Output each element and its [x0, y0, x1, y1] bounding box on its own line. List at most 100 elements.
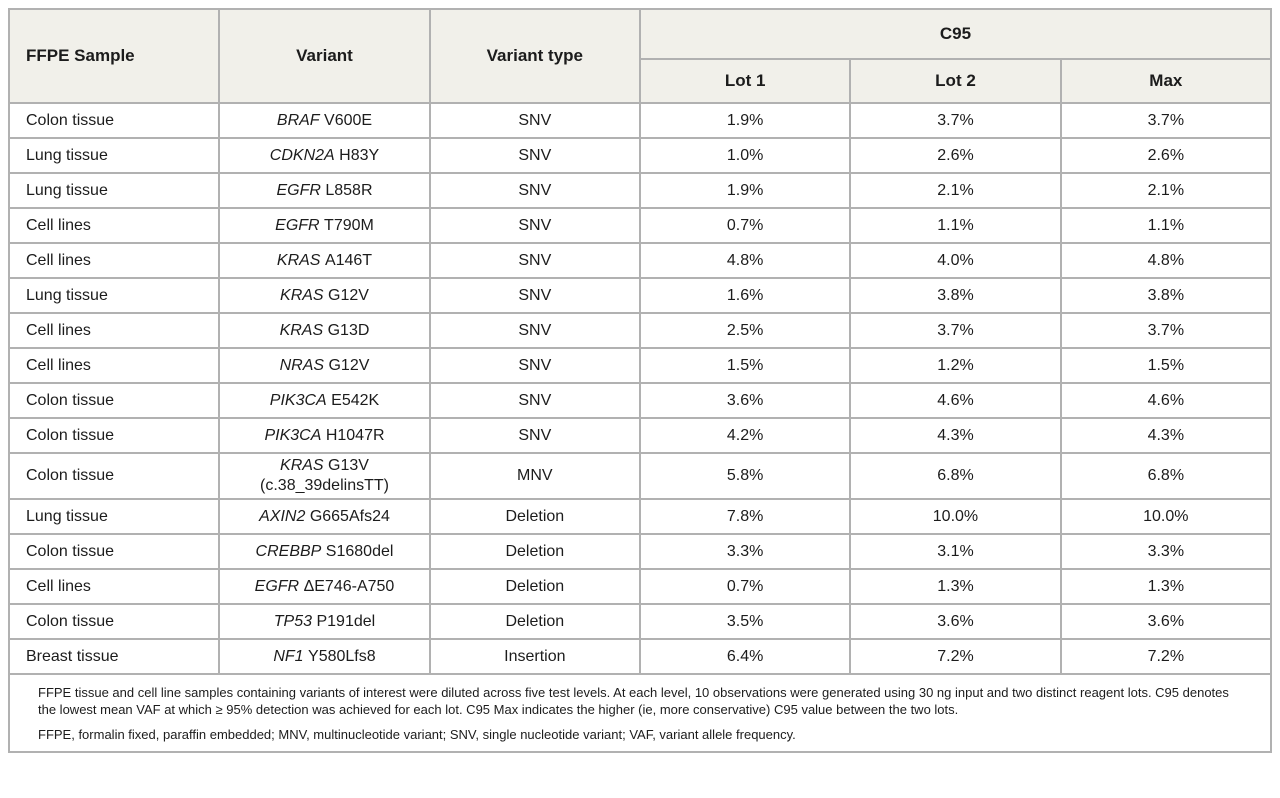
cell-variant: NRAS G12V — [218, 347, 431, 384]
table-row: Breast tissue NF1 Y580Lfs8 Insertion 6.4% 7.… — [7, 638, 1273, 675]
cell-variant-type: Insertion — [428, 638, 641, 675]
cell-variant: KRAS A146T — [218, 242, 431, 279]
mutation-label: H1047R — [325, 426, 385, 444]
cell-c95-max: 4.6% — [1059, 382, 1273, 419]
cell-variant: EGFR ΔE746-A750 — [218, 568, 431, 605]
cell-c95-max: 4.3% — [1059, 417, 1273, 454]
cell-c95-lot1: 6.4% — [638, 638, 852, 675]
footnote-cell: FFPE tissue and cell line samples contai… — [8, 673, 1272, 753]
cell-variant: PIK3CA E542K — [218, 382, 431, 419]
cell-c95-lot1: 1.0% — [638, 137, 852, 174]
cell-variant-type: SNV — [428, 172, 641, 209]
cell-c95-lot2: 1.3% — [849, 568, 1062, 605]
cell-c95-lot1: 5.8% — [638, 452, 852, 500]
table-header: FFPE Sample Variant Variant type C95 Lot… — [7, 8, 1273, 104]
mutation-label: H83Y — [339, 146, 380, 164]
cell-ffpe-sample: Lung tissue — [7, 498, 221, 535]
gene-symbol: PIK3CA — [269, 391, 327, 409]
cell-variant-type: SNV — [428, 382, 641, 419]
gene-symbol: TP53 — [273, 612, 313, 630]
cell-variant-type: Deletion — [428, 533, 641, 570]
cell-ffpe-sample: Colon tissue — [7, 533, 221, 570]
header-lot1: Lot 1 — [638, 58, 852, 104]
cell-variant: CREBBP S1680del — [218, 533, 431, 570]
cell-c95-max: 1.5% — [1059, 347, 1273, 384]
gene-symbol: KRAS — [276, 251, 321, 269]
cell-ffpe-sample: Lung tissue — [7, 172, 221, 209]
cell-variant: KRAS G12V — [218, 277, 431, 314]
gene-symbol: KRAS — [279, 321, 324, 339]
gene-symbol: KRAS — [280, 286, 324, 304]
cell-c95-lot1: 0.7% — [638, 568, 852, 605]
cell-c95-lot2: 4.3% — [849, 417, 1062, 454]
cell-ffpe-sample: Lung tissue — [7, 277, 221, 314]
cell-variant-type: SNV — [428, 347, 641, 384]
cell-c95-max: 3.6% — [1059, 603, 1273, 640]
table-row: Colon tissue PIK3CA E542K SNV 3.6% 4.6% 4.6% — [7, 382, 1273, 419]
cell-ffpe-sample: Colon tissue — [7, 382, 221, 419]
cell-c95-max: 7.2% — [1059, 638, 1273, 675]
cell-variant: PIK3CA H1047R — [218, 417, 431, 454]
cell-variant-type: SNV — [428, 207, 641, 244]
cell-c95-lot2: 6.8% — [849, 452, 1062, 500]
mutation-label: G13V — [328, 457, 369, 474]
cell-c95-lot1: 3.3% — [638, 533, 852, 570]
mutation-label: G665Afs24 — [309, 507, 390, 525]
cell-c95-lot2: 3.6% — [849, 603, 1062, 640]
cell-variant: EGFR L858R — [218, 172, 431, 209]
cell-variant-type: Deletion — [428, 568, 641, 605]
mutation-label: A146T — [324, 251, 373, 269]
gene-symbol: NF1 — [273, 647, 304, 665]
footnote-row: FFPE tissue and cell line samples contai… — [8, 673, 1272, 753]
gene-symbol: AXIN2 — [259, 507, 306, 525]
cell-c95-max: 3.8% — [1059, 277, 1273, 314]
cell-variant-type: SNV — [428, 312, 641, 349]
cell-c95-max: 1.3% — [1059, 568, 1273, 605]
cell-c95-lot2: 4.6% — [849, 382, 1062, 419]
cell-variant-type: SNV — [428, 277, 641, 314]
cell-ffpe-sample: Cell lines — [7, 347, 221, 384]
cell-ffpe-sample: Cell lines — [7, 207, 221, 244]
cell-c95-lot2: 2.1% — [849, 172, 1062, 209]
cell-c95-max: 3.3% — [1059, 533, 1273, 570]
cell-ffpe-sample: Colon tissue — [7, 102, 221, 139]
cell-variant: TP53 P191del — [218, 603, 431, 640]
table-row: Lung tissue KRAS G12V SNV 1.6% 3.8% 3.8% — [7, 277, 1273, 314]
header-group-row: FFPE Sample Variant Variant type C95 — [7, 8, 1273, 104]
header-lot2: Lot 2 — [849, 58, 1062, 104]
mutation-label: G13D — [327, 321, 370, 339]
cell-ffpe-sample: Colon tissue — [7, 452, 221, 500]
cell-c95-max: 6.8% — [1059, 452, 1273, 500]
cell-c95-lot1: 3.5% — [638, 603, 852, 640]
mutation-label: S1680del — [325, 542, 394, 560]
cell-c95-max: 4.8% — [1059, 242, 1273, 279]
mutation-label: G12V — [328, 356, 370, 374]
cell-ffpe-sample: Cell lines — [7, 568, 221, 605]
cell-ffpe-sample: Lung tissue — [7, 137, 221, 174]
cell-c95-lot1: 3.6% — [638, 382, 852, 419]
cell-ffpe-sample: Colon tissue — [7, 417, 221, 454]
gene-symbol: CREBBP — [255, 542, 322, 560]
table-row: Cell lines NRAS G12V SNV 1.5% 1.2% 1.5% — [7, 347, 1273, 384]
cell-c95-lot1: 4.2% — [638, 417, 852, 454]
c95-table: FFPE Sample Variant Variant type C95 Lot… — [7, 8, 1273, 753]
table-row: Cell lines EGFR T790M SNV 0.7% 1.1% 1.1% — [7, 207, 1273, 244]
cell-variant-type: SNV — [428, 137, 641, 174]
table-row: Colon tissue PIK3CA H1047R SNV 4.2% 4.3% 4.3% — [7, 417, 1273, 454]
gene-symbol: EGFR — [254, 577, 300, 595]
cell-c95-lot2: 3.1% — [849, 533, 1062, 570]
table-row: Lung tissue EGFR L858R SNV 1.9% 2.1% 2.1% — [7, 172, 1273, 209]
cell-c95-lot2: 2.6% — [849, 137, 1062, 174]
table-row: Cell lines KRAS A146T SNV 4.8% 4.0% 4.8% — [7, 242, 1273, 279]
gene-symbol: BRAF — [276, 111, 320, 129]
table-row: Colon tissue KRAS G13V (c.38_39delinsTT) MN… — [7, 452, 1273, 500]
cell-c95-lot1: 1.6% — [638, 277, 852, 314]
cell-c95-lot2: 3.8% — [849, 277, 1062, 314]
cell-ffpe-sample: Colon tissue — [7, 603, 221, 640]
cell-c95-lot1: 2.5% — [638, 312, 852, 349]
cell-variant: EGFR T790M — [218, 207, 431, 244]
cell-c95-lot2: 7.2% — [849, 638, 1062, 675]
cell-variant: BRAF V600E — [218, 102, 431, 139]
table-row: Colon tissue BRAF V600E SNV 1.9% 3.7% 3.7% — [7, 102, 1273, 139]
